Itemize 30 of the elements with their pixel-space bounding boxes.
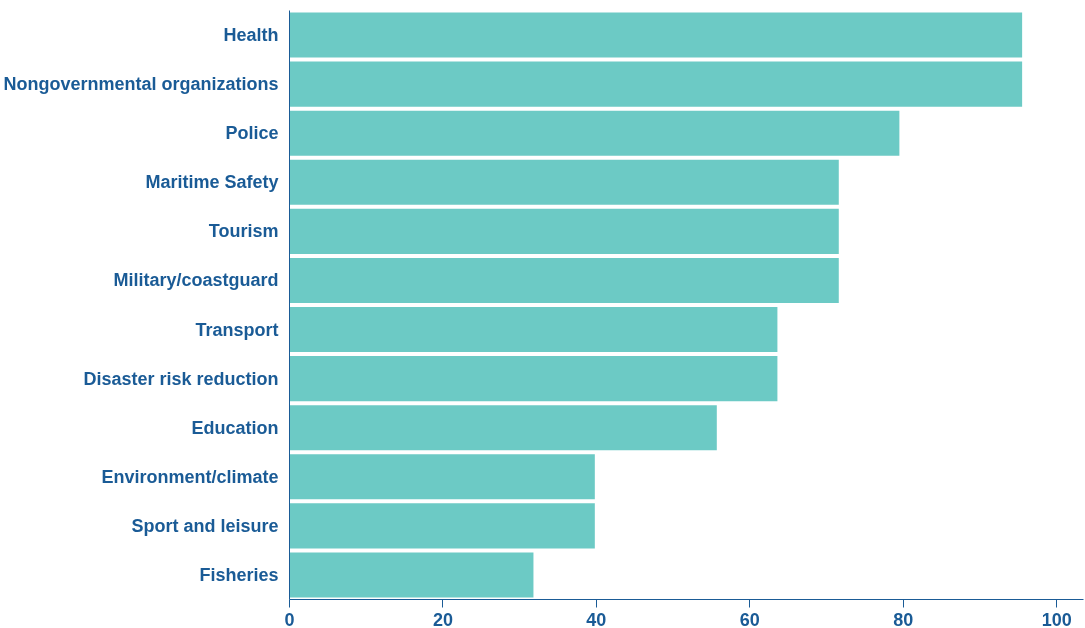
x-tick-label: 40	[586, 609, 607, 628]
y-tick-label: Military/coastguard	[113, 270, 279, 291]
bar	[289, 454, 595, 500]
bar	[289, 12, 1023, 58]
bar	[289, 552, 534, 598]
bar	[289, 257, 839, 304]
bar	[289, 61, 1023, 107]
x-tick-label: 60	[739, 609, 760, 628]
bar	[289, 503, 595, 549]
y-tick-label: Nongovernmental organizations	[3, 74, 279, 95]
y-tick-label: Disaster risk reduction	[83, 368, 279, 389]
x-tick-label: 0	[284, 609, 295, 628]
x-tick-label: 100	[1041, 609, 1072, 628]
y-tick-label: Fisheries	[199, 564, 279, 585]
bar	[289, 159, 839, 205]
x-tick-label: 20	[432, 609, 453, 628]
bar	[289, 208, 839, 254]
y-tick-label: Tourism	[208, 221, 279, 242]
y-tick-label: Health	[223, 25, 279, 46]
bar	[289, 110, 900, 156]
bar	[289, 356, 778, 402]
y-tick-label: Environment/climate	[101, 466, 279, 487]
y-tick-label: Sport and leisure	[131, 515, 279, 536]
y-tick-label: Education	[191, 417, 279, 438]
bar	[289, 405, 717, 451]
x-tick-label: 80	[893, 609, 914, 628]
bar	[289, 306, 778, 353]
y-tick-label: Police	[225, 123, 279, 144]
y-tick-label: Transport	[195, 319, 279, 340]
y-tick-label: Maritime Safety	[145, 172, 279, 193]
